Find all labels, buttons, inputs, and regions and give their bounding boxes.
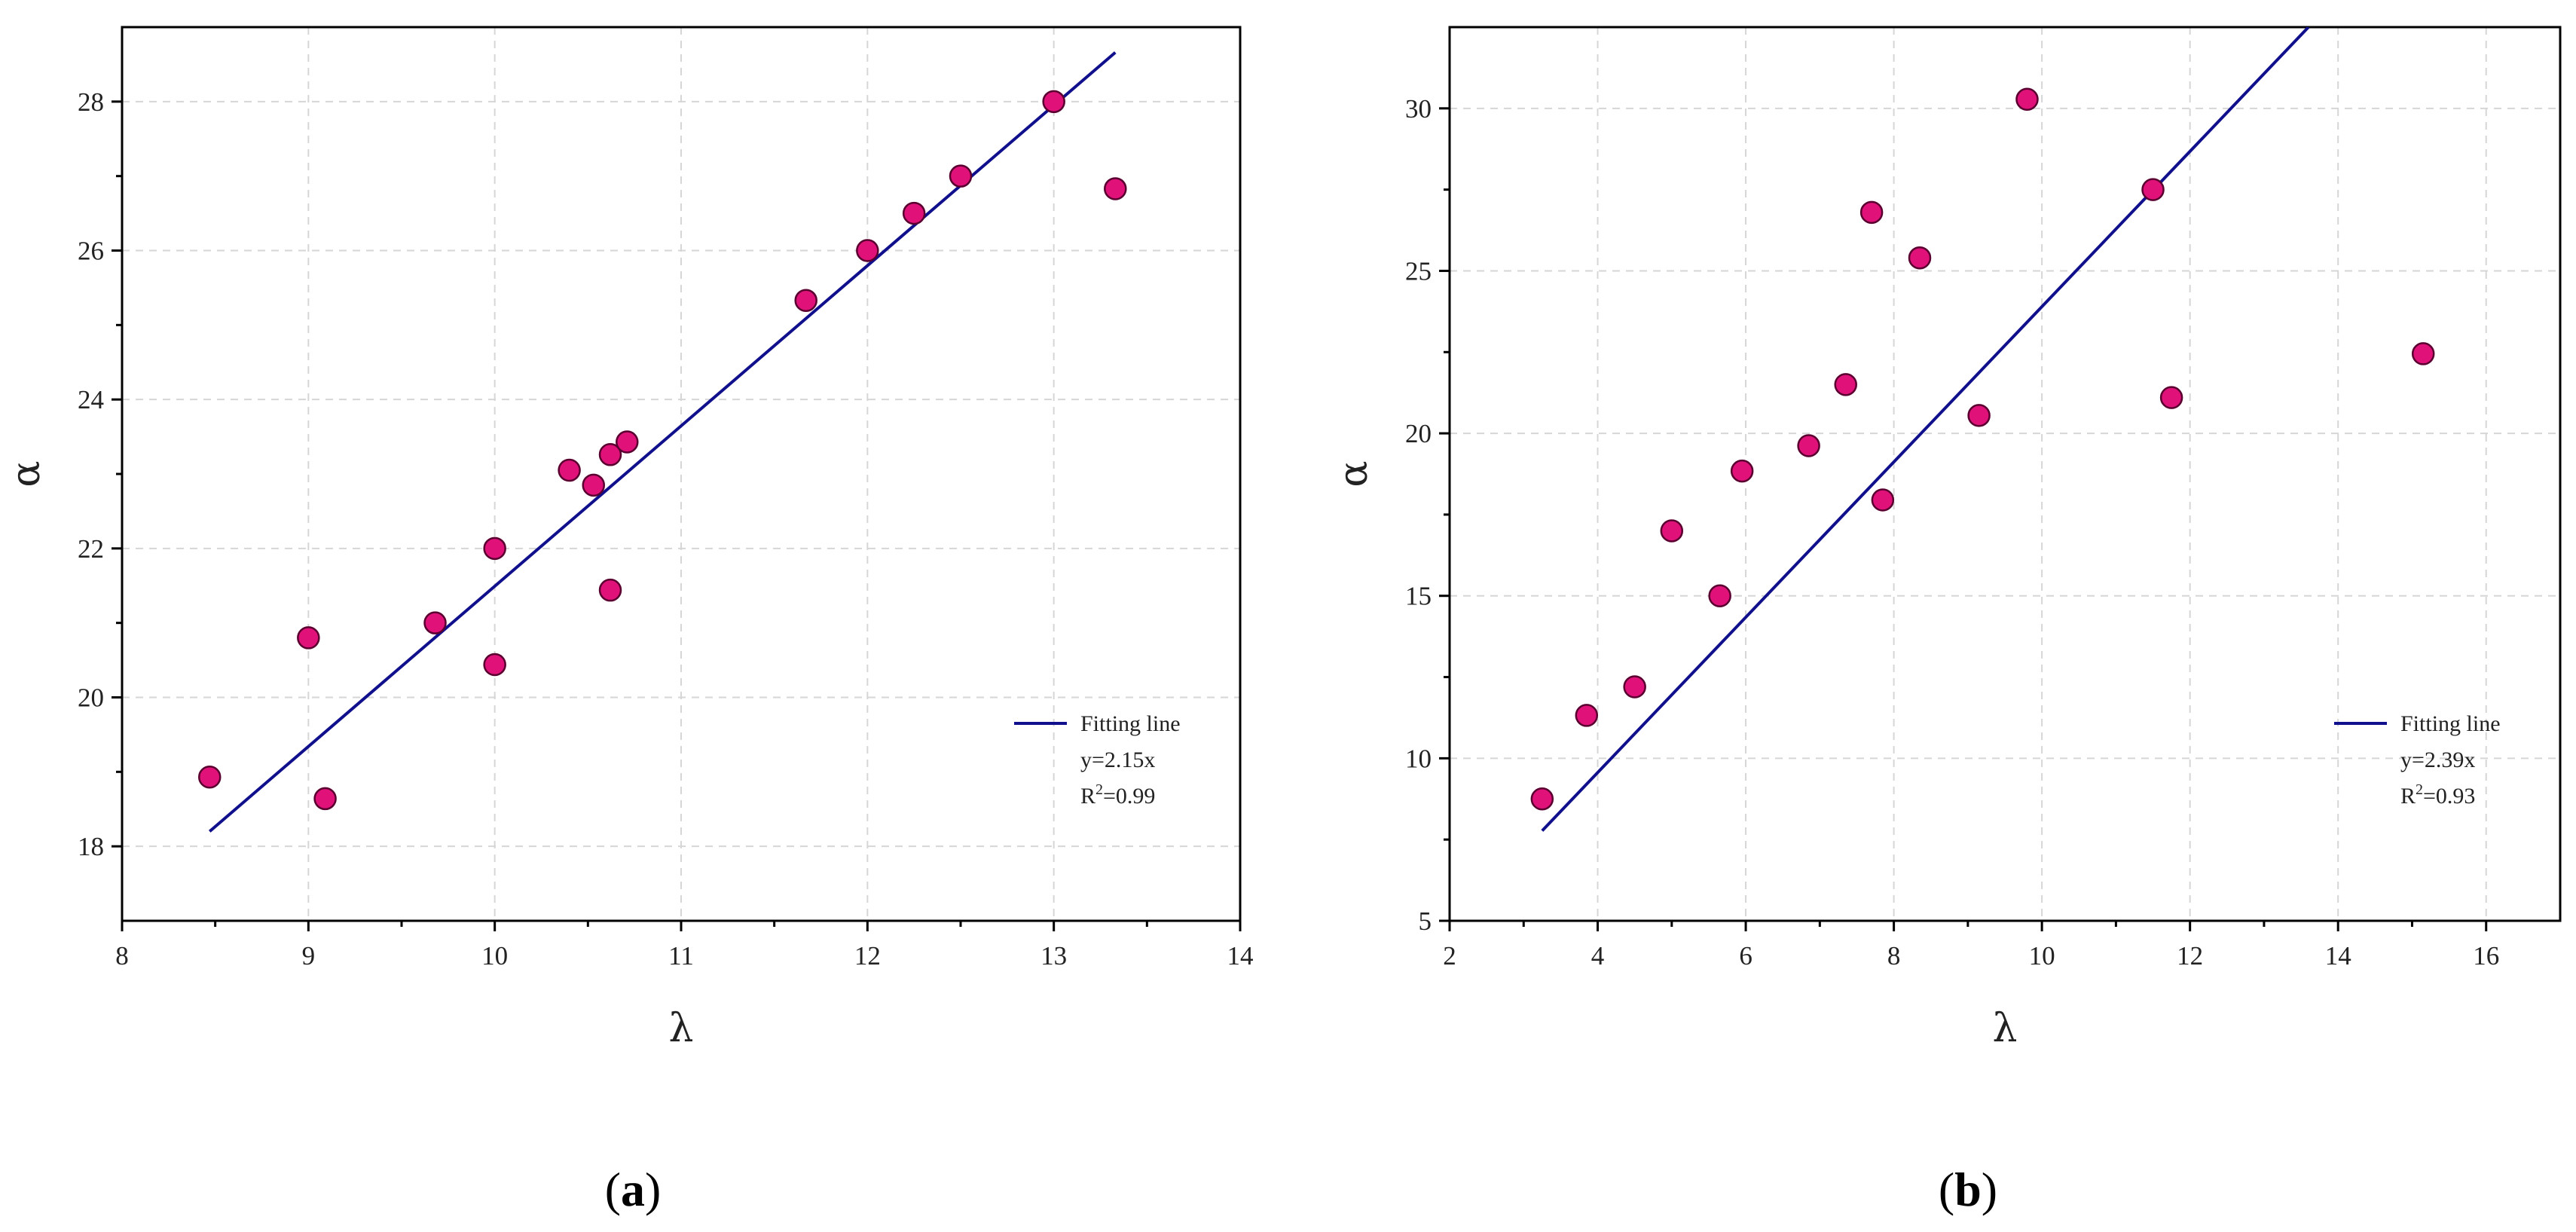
panel-a-r2-superscript: 2 <box>1095 781 1103 798</box>
panel-b-point-13 <box>2141 178 2165 201</box>
panel-a-x-axis-label: λ <box>669 1006 694 1051</box>
panel-b-y-tick-label-5: 30 <box>1405 94 1432 124</box>
panel-a-x-tick-label-3: 11 <box>668 941 694 971</box>
panel-b-point-4 <box>1708 584 1731 607</box>
panel-b-x-tick-label-2: 6 <box>1739 941 1752 971</box>
panel-a-point-6 <box>558 458 581 482</box>
panel-b-point-0 <box>1530 787 1554 811</box>
panel-b-points <box>1530 87 2435 811</box>
panel-b-point-5 <box>1730 459 1754 483</box>
panel-a-x-tick-label-0: 8 <box>115 941 129 971</box>
panel-b-point-3 <box>1660 519 1684 543</box>
panel-a-grid <box>122 27 1240 921</box>
panel-b-y-tick-label-2: 15 <box>1405 582 1432 611</box>
panel-b-point-6 <box>1797 434 1820 457</box>
panel-b-y-tick-label-0: 5 <box>1419 906 1432 936</box>
panel-b-x-tick-label-1: 4 <box>1591 941 1605 971</box>
panel-a-y-tick-label-4: 26 <box>78 237 104 266</box>
panel-a-x-tick-label-1: 9 <box>302 941 316 971</box>
panel-b-y-axis-label: α <box>1331 460 1377 487</box>
panel-a-fit-line-group <box>208 51 1117 833</box>
panel-a-x-tick-label-4: 12 <box>854 941 881 971</box>
panel-a-point-10 <box>616 430 639 454</box>
panel-b-x-tick-label-6: 14 <box>2325 941 2351 971</box>
panel-a-point-12 <box>856 239 879 262</box>
panel-b-chart: 2 4 6 8 10 12 14 16 5 10 15 20 25 30 λ α Fitting line… <box>1331 26 2562 1216</box>
panel-b-x-axis-label: λ <box>1993 1006 2018 1051</box>
panel-a-point-7 <box>582 473 606 497</box>
panel-a-point-0 <box>197 766 222 789</box>
panel-a-legend-equation: y=2.15x <box>1080 747 1155 772</box>
panel-a-y-tick-label-5: 28 <box>78 87 104 117</box>
panel-a-point-9 <box>598 443 622 466</box>
panel-a-r2-value: =0.99 <box>1103 784 1155 809</box>
panel-b-legend-r2: R2=0.93 <box>2400 781 2475 809</box>
panel-b-point-11 <box>1967 404 1991 427</box>
panel-a-chart: 8 9 10 11 12 13 14 18 20 22 24 26 28 λ α Fitting lin… <box>4 26 1254 1216</box>
panel-b-x-tick-label-3: 8 <box>1887 941 1901 971</box>
panel-b-x-tick-label-7: 16 <box>2473 941 2499 971</box>
panel-a-points <box>197 90 1127 811</box>
panel-b-r2-value: =0.93 <box>2423 784 2475 809</box>
panel-a-ticks: 8 9 10 11 12 13 14 18 20 22 24 26 28 <box>78 87 1254 971</box>
panel-a-point-3 <box>423 611 447 634</box>
panel-b-legend-equation: y=2.39x <box>2400 747 2475 772</box>
panel-b-point-12 <box>2015 87 2039 111</box>
panel-a-point-1 <box>297 626 320 650</box>
panel-b-r2-prefix: R <box>2400 784 2416 809</box>
panel-a-point-2 <box>313 787 337 811</box>
panel-a-fit-line <box>208 51 1117 833</box>
panel-a-x-tick-label-5: 13 <box>1040 941 1067 971</box>
panel-b-point-8 <box>1859 200 1884 225</box>
panel-b-fit-line-group <box>1541 27 2310 832</box>
panel-a-caption-letter: a <box>621 1163 645 1216</box>
panel-b-x-tick-label-5: 12 <box>2177 941 2203 971</box>
panel-b-caption-letter: b <box>1954 1163 1982 1216</box>
panel-b-point-14 <box>2159 386 2183 409</box>
panel-a-point-4 <box>483 537 506 561</box>
panel-b-point-15 <box>2411 342 2435 365</box>
panel-b-point-10 <box>1908 246 1932 270</box>
panel-b-frame <box>1448 26 2562 922</box>
panel-b-x-tick-label-4: 10 <box>2029 941 2055 971</box>
panel-b-caption-label: (b) <box>1939 1163 1997 1216</box>
panel-b-x-tick-label-0: 2 <box>1443 941 1456 971</box>
panel-a-point-14 <box>949 164 973 188</box>
panel-b-y-tick-label-1: 10 <box>1405 744 1432 773</box>
panel-b-point-1 <box>1575 704 1599 727</box>
panel-b-y-tick-label-4: 25 <box>1405 256 1432 286</box>
panel-a-legend: Fitting line y=2.15x R2=0.99 <box>1014 711 1181 809</box>
panel-a-point-13 <box>902 201 926 225</box>
panel-b-fit-line <box>1541 27 2310 832</box>
panel-b-r2-superscript: 2 <box>2416 781 2423 798</box>
panel-a-caption-label: (a) <box>605 1163 662 1216</box>
panel-b-legend-entry: Fitting line <box>2400 711 2501 736</box>
panel-a-point-15 <box>1042 90 1065 114</box>
panel-a-y-tick-label-0: 18 <box>78 832 104 861</box>
panel-a-y-tick-label-2: 22 <box>78 534 104 564</box>
panel-a-y-tick-label-3: 24 <box>78 385 104 414</box>
panel-a-r2-prefix: R <box>1080 784 1095 809</box>
panel-a-legend-r2: R2=0.99 <box>1080 781 1155 809</box>
panel-a-x-tick-label-2: 10 <box>481 941 508 971</box>
panel-a-point-11 <box>794 289 817 312</box>
panel-b-point-2 <box>1623 675 1646 699</box>
panel-a-y-tick-label-1: 20 <box>78 683 104 713</box>
panel-b-point-9 <box>1871 488 1895 512</box>
panel-a-legend-entry: Fitting line <box>1080 711 1181 736</box>
panel-a-point-8 <box>598 578 622 602</box>
panel-a-point-16 <box>1104 177 1127 200</box>
panel-b-y-tick-label-3: 20 <box>1405 419 1432 448</box>
panel-b-grid <box>1450 27 2560 921</box>
panel-b-point-7 <box>1834 373 1857 396</box>
panel-a-x-tick-label-6: 14 <box>1227 941 1254 971</box>
panel-b-ticks: 2 4 6 8 10 12 14 16 5 10 15 20 25 30 <box>1405 94 2499 971</box>
panel-b-legend: Fitting line y=2.39x R2=0.93 <box>2334 711 2501 809</box>
panel-a-y-axis-label: α <box>4 460 49 487</box>
panel-a-point-5 <box>483 653 506 677</box>
